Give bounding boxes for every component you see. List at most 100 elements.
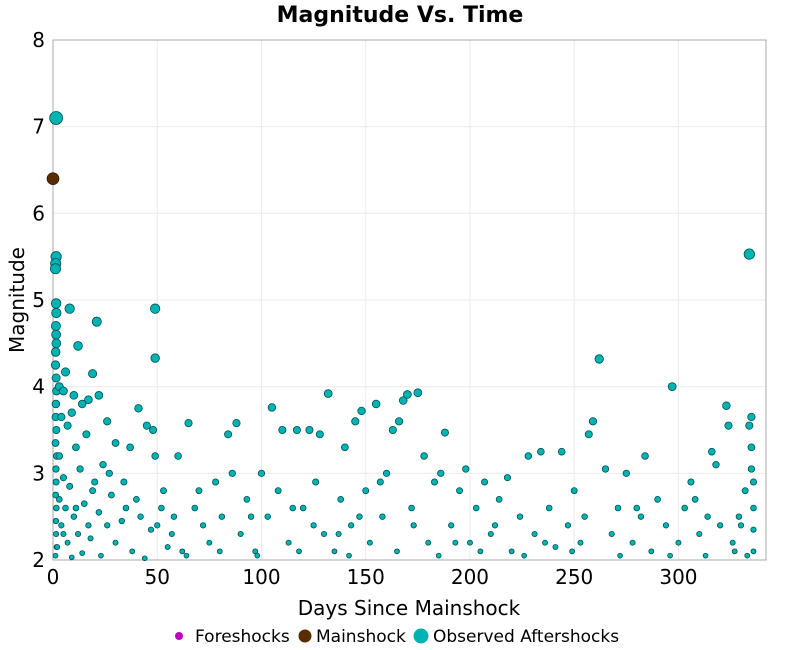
aftershock-point: [456, 487, 463, 495]
aftershock-point: [120, 478, 128, 486]
aftershock-point: [216, 548, 223, 555]
aftershock-point: [129, 548, 136, 555]
aftershock-point: [348, 522, 355, 529]
aftershock-point: [274, 487, 282, 495]
aftershock-point: [267, 403, 277, 412]
aftershock-point: [141, 555, 148, 562]
y-tick-label: 2: [32, 548, 45, 572]
aftershock-point: [52, 517, 60, 525]
y-tick-label: 4: [32, 375, 45, 399]
aftershock-point: [63, 421, 72, 430]
aftershock-point: [137, 513, 144, 520]
aftershock-point: [89, 487, 97, 495]
aftershock-point: [448, 522, 455, 529]
chart-title: Magnitude Vs. Time: [277, 3, 524, 28]
aftershock-point: [126, 443, 134, 452]
aftershock-point: [707, 447, 716, 456]
aftershock-point: [91, 478, 99, 486]
aftershock-point: [524, 452, 533, 460]
aftershock-point: [531, 530, 538, 538]
aftershock-point: [150, 303, 161, 314]
aftershock-point: [70, 513, 78, 520]
aftershock-point: [516, 513, 524, 520]
aftershock-point: [168, 530, 175, 538]
tick-labels: 0 50 100 150 200 250 300 2 3 4 5 6 7 8: [32, 28, 697, 589]
aftershock-point: [84, 395, 93, 404]
aftershock-point: [747, 465, 756, 473]
x-tick-label: 150: [347, 565, 385, 589]
aftershock-point: [59, 474, 67, 482]
aftershock-point: [79, 550, 86, 556]
aftershock-point: [472, 504, 480, 512]
aftershock-point: [151, 452, 159, 460]
aftershock-point: [410, 522, 417, 529]
aftershock-point: [278, 425, 287, 434]
aftershock-point: [76, 465, 84, 473]
aftershock-point: [133, 495, 140, 503]
aftershock-point: [212, 478, 220, 486]
aftershock-point: [346, 552, 352, 559]
aftershock-point: [722, 401, 731, 410]
aftershock-point: [51, 338, 62, 349]
aftershock-point: [337, 495, 345, 503]
aftershock-point: [224, 430, 233, 439]
x-tick-label: 0: [47, 565, 60, 589]
aftershock-point: [687, 478, 695, 486]
aftershock-point: [296, 548, 302, 555]
aftershock-point: [608, 530, 615, 538]
aftershock-point: [745, 421, 754, 430]
aftershock-point: [51, 373, 61, 383]
aftershock-point: [289, 504, 297, 512]
aftershock-point: [743, 248, 755, 260]
aftershock-point: [437, 469, 445, 477]
aftershock-point: [376, 478, 384, 486]
aftershock-point: [218, 513, 226, 520]
aftershock-point: [629, 539, 636, 546]
aftershock-point: [292, 425, 301, 434]
aftershock-point: [430, 478, 439, 486]
aftershock-point: [735, 513, 743, 520]
y-tick-label: 3: [32, 461, 45, 485]
aftershock-point: [112, 539, 119, 546]
aftershock-point: [675, 539, 682, 546]
aftershock-point: [67, 408, 76, 417]
aftershock-point: [371, 399, 381, 409]
aftershock-point: [323, 389, 333, 398]
aftershock-point: [466, 539, 473, 546]
aftershock-point: [452, 539, 459, 546]
legend-marker-foreshocks: [175, 632, 183, 640]
aftershock-point: [257, 469, 266, 477]
aftershock-point: [570, 487, 578, 495]
aftershock-point: [60, 367, 71, 377]
mainshock-point: [46, 172, 60, 185]
aftershock-point: [335, 530, 342, 538]
aftershock-point: [58, 522, 65, 529]
aftershock-point: [420, 452, 428, 460]
aftershock-point: [142, 421, 151, 430]
aftershock-point: [382, 469, 391, 477]
grid: [52, 39, 766, 561]
aftershock-point: [59, 386, 68, 396]
aftershock-point: [72, 443, 80, 452]
aftershock-point: [557, 447, 566, 456]
aftershock-point: [73, 341, 83, 351]
y-tick-label: 7: [32, 115, 45, 139]
aftershock-point: [195, 487, 203, 495]
aftershock-point: [312, 478, 320, 486]
aftershock-point: [584, 430, 593, 439]
x-axis-label: Days Since Mainshock: [298, 596, 521, 620]
aftershock-point: [299, 504, 307, 512]
aftershock-point: [91, 316, 102, 327]
aftershock-point: [254, 552, 261, 559]
aftershock-point: [704, 513, 711, 520]
aftershock-point: [394, 548, 400, 555]
aftershock-point: [232, 419, 241, 428]
aftershock-point: [158, 504, 165, 512]
legend-label: Mainshock: [316, 627, 406, 647]
aftershock-point: [495, 495, 503, 503]
aftershock-point: [601, 465, 610, 473]
aftershock-point: [134, 404, 143, 413]
aftershock-point: [641, 452, 649, 460]
x-tick-label: 300: [659, 565, 697, 589]
aftershock-point: [52, 552, 59, 559]
